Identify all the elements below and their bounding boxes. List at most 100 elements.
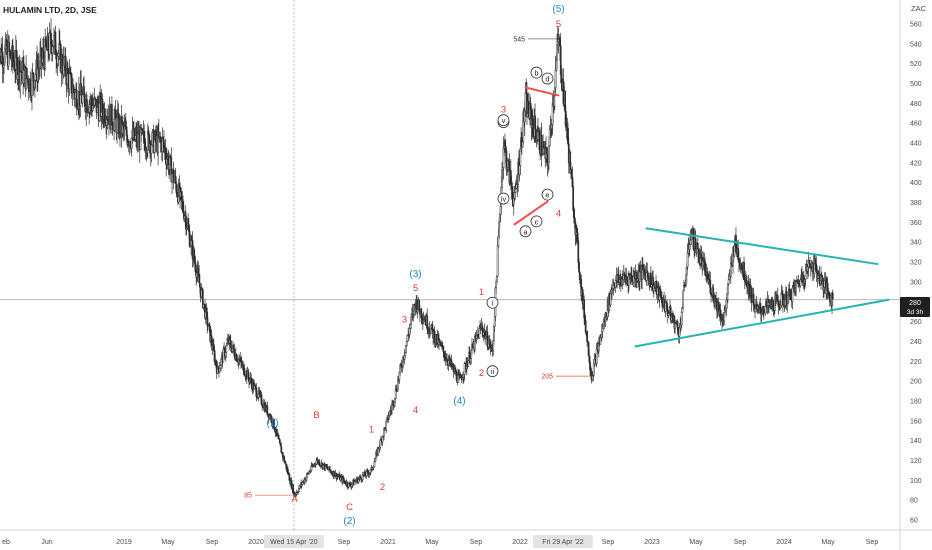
bar-countdown: 3d 3h (907, 309, 924, 316)
candle-body (266, 406, 269, 416)
candle-body (23, 69, 25, 84)
price-tick-label: 100 (910, 478, 922, 485)
candle-body (379, 439, 382, 448)
time-tick-label: Fri 29 Apr '22 (542, 539, 584, 546)
time-tick-label: eb (2, 539, 10, 546)
subwave-label: d (545, 75, 549, 84)
wave-label: 1 (369, 425, 374, 436)
wave-label: 5 (556, 19, 561, 30)
time-tick-label: 2022 (512, 539, 528, 546)
candle-body (677, 326, 679, 335)
crosshair (0, 0, 900, 530)
wave-label: A (291, 494, 298, 505)
time-tick-label: 2021 (380, 539, 396, 546)
candles (0, 18, 834, 499)
candle-body (218, 368, 221, 373)
price-tick-label: 500 (910, 81, 922, 88)
subwave-circle (497, 192, 510, 205)
subwave-circle (530, 215, 543, 228)
wave-label: (5) (552, 4, 564, 15)
subwave-label: c (535, 217, 539, 226)
price-tick-label: 420 (910, 160, 922, 167)
time-tick-label: Sep (206, 539, 219, 546)
candle-body (538, 130, 541, 151)
price-tick-label: 300 (910, 279, 922, 286)
trendline-pennant-lower[interactable] (634, 298, 890, 348)
candle-body (68, 73, 71, 90)
price-tick-label: 60 (910, 518, 918, 525)
price-tick-label: 240 (910, 339, 922, 346)
candle-body (25, 68, 28, 79)
time-tick-highlight (533, 535, 593, 548)
candle-body (280, 445, 283, 453)
candle-body (225, 345, 228, 353)
price-tick-label: 220 (910, 359, 922, 366)
subwave-circle (541, 72, 554, 85)
wave-label: C (346, 502, 353, 513)
time-axis[interactable]: eb Jun 2019 May Sep 2020 Wed 15 Apr '20 Sep 2021… (2, 535, 878, 548)
time-tick-label: Sep (338, 539, 351, 546)
subwave-label: iv (501, 195, 507, 204)
time-tick-label: May (161, 539, 175, 546)
subwave-label: ii (491, 367, 495, 376)
candle-body (682, 290, 685, 309)
wave-label: 3 (402, 315, 407, 326)
time-tick-label: 2020 (248, 539, 264, 546)
subwave-label: a (523, 227, 528, 236)
price-level-label: 85 (244, 493, 252, 500)
time-tick-label: Jun (41, 539, 52, 546)
candle-body (554, 70, 557, 89)
candle-body (831, 292, 834, 300)
time-tick-label: Sep (602, 539, 615, 546)
time-tick-label: 2019 (116, 539, 132, 546)
wave-label: 2 (479, 368, 484, 379)
price-tick-label: 200 (910, 379, 922, 386)
symbol-title: HULAMIN LTD, 2D, JSE (3, 5, 97, 15)
subwave-label: b (534, 69, 538, 78)
price-level-label: 205 (541, 374, 553, 381)
candle-body (438, 339, 441, 343)
candle-body (217, 366, 220, 370)
candle-body (791, 287, 794, 302)
price-level-label: 545 (513, 36, 525, 43)
wave-label: 4 (556, 208, 561, 219)
subwave-label: i (492, 299, 494, 308)
candle-body (328, 466, 331, 471)
subwave-circle (519, 225, 532, 238)
time-tick-label: Sep (734, 539, 747, 546)
subwave-label: e (545, 191, 549, 200)
trendline-triangle-lower[interactable] (513, 200, 549, 226)
candle-body (431, 323, 434, 330)
candle-body (584, 320, 587, 333)
price-tick-label: 560 (910, 22, 922, 29)
candle-body (318, 461, 321, 466)
price-tick-label: 380 (910, 200, 922, 207)
price-tick-label: 480 (910, 101, 922, 108)
candle-body (578, 262, 580, 273)
wave-annotations: (1)BAC(2)12345(3)(4)12345(5)iiiiiivivabc… (266, 4, 564, 527)
wave-label: 3 (501, 104, 506, 115)
candle-body (804, 270, 807, 280)
wave-label: (1) (266, 418, 278, 429)
last-price-badge (900, 297, 930, 317)
candle-body (442, 346, 445, 353)
trendlines[interactable] (513, 86, 890, 348)
subwave-label: v (502, 116, 506, 125)
subwave-circle (486, 365, 499, 378)
price-tick-label: 440 (910, 141, 922, 148)
price-levels: 545 205 85 (244, 36, 590, 500)
wave-label: B (313, 410, 319, 421)
subwave-circle (486, 296, 499, 309)
candle-body (709, 279, 712, 294)
price-tick-label: 340 (910, 240, 922, 247)
candle-body (688, 244, 691, 250)
candle-body (32, 72, 35, 82)
candle-body (278, 439, 281, 444)
trendline-pennant-upper[interactable] (645, 227, 879, 266)
candle-body (639, 271, 641, 282)
trendline-triangle-upper[interactable] (524, 86, 560, 97)
time-tick-label: May (821, 539, 835, 546)
price-tick-label: 400 (910, 180, 922, 187)
